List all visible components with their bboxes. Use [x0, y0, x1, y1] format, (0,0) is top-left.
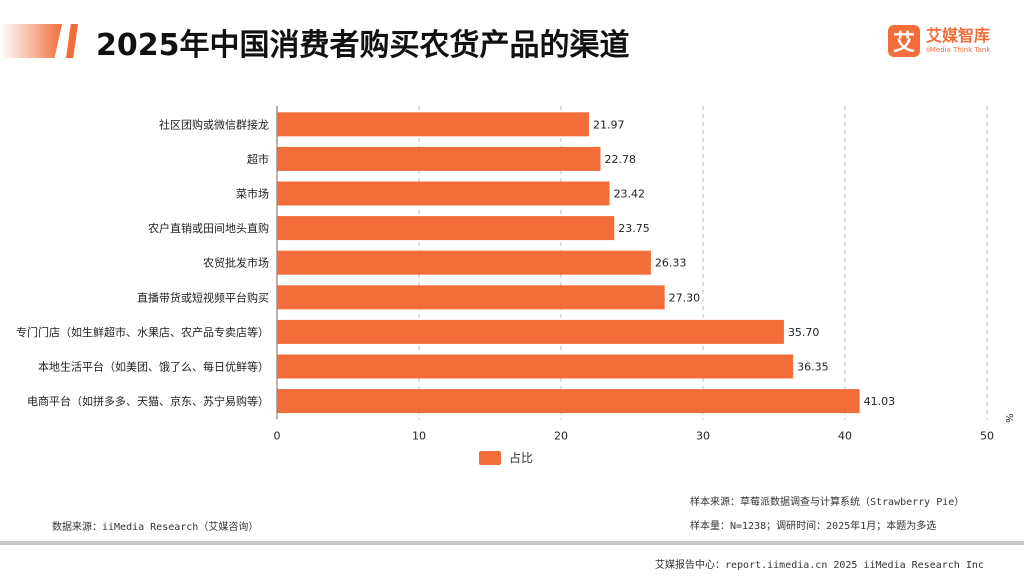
iimedia-logo-icon: 艾	[888, 25, 920, 57]
data-label: 36.35	[797, 361, 829, 374]
category-label: 菜市场	[236, 187, 269, 201]
sample-source-note: 样本来源：草莓派数据调查与计算系统（Strawberry Pie）	[690, 497, 965, 508]
x-tick-label: 20	[554, 429, 568, 442]
bar	[277, 250, 651, 275]
iimedia-logo: 艾 艾媒智库 iiMedia Think Tank	[888, 24, 990, 58]
data-label: 41.03	[864, 395, 896, 408]
page-title: 2025年中国消费者购买农货产品的渠道	[96, 28, 630, 63]
header-slash-decoration	[66, 24, 78, 58]
data-label: 21.97	[593, 118, 625, 131]
x-tick-label: 30	[696, 429, 710, 442]
bar	[277, 285, 665, 310]
unit-label: %	[1003, 413, 1014, 423]
header-accent-bar	[0, 24, 62, 58]
bar	[277, 216, 615, 241]
data-label: 23.75	[618, 222, 650, 235]
bar	[277, 146, 601, 171]
data-source-note: 数据来源：iiMedia Research（艾媒咨询）	[52, 522, 259, 533]
bar	[277, 319, 784, 344]
x-tick-label: 40	[838, 429, 852, 442]
category-label: 农贸批发市场	[203, 256, 269, 270]
category-label: 超市	[247, 152, 269, 166]
report-center-footer: 艾媒报告中心：report.iimedia.cn 2025 iiMedia Re…	[655, 560, 984, 571]
legend-label: 占比	[509, 451, 534, 465]
bar	[277, 354, 794, 379]
bar	[277, 389, 860, 414]
x-tick-label: 0	[274, 429, 281, 442]
logo-name-cn: 艾媒智库	[926, 26, 991, 45]
category-label: 社区团购或微信群接龙	[159, 117, 269, 131]
data-label: 26.33	[655, 257, 687, 270]
category-label: 农户直销或田间地头直购	[148, 221, 269, 235]
x-tick-label: 50	[980, 429, 994, 442]
logo-text: 艾媒智库 iiMedia Think Tank	[926, 28, 990, 54]
legend-swatch	[479, 450, 501, 465]
bar-chart: 社区团购或微信群接龙 21.97 超市 22.78 菜市场 23.42 农户直销或田间地头直…	[16, 106, 1014, 442]
data-label: 27.30	[669, 291, 701, 304]
category-label: 专门门店（如生鲜超市、水果店、农产品专卖店等）	[16, 325, 269, 339]
data-label: 22.78	[604, 153, 636, 166]
footer-divider	[0, 541, 1024, 545]
category-label: 电商平台（如拼多多、天猫、京东、苏宁易购等）	[27, 394, 269, 408]
category-label: 本地生活平台（如美团、饿了么、每日优鲜等）	[38, 360, 269, 374]
x-tick-label: 10	[412, 429, 426, 442]
bar	[277, 112, 589, 137]
chart-legend: 占比	[479, 449, 533, 466]
data-label: 23.42	[614, 188, 646, 201]
category-label: 直播带货或短视频平台购买	[137, 290, 269, 304]
data-label: 35.70	[788, 326, 820, 339]
bar	[277, 181, 610, 206]
sample-size-note: 样本量：N=1238；调研时间：2025年1月；本题为多选	[690, 521, 937, 532]
logo-name-en: iiMedia Think Tank	[926, 46, 991, 54]
